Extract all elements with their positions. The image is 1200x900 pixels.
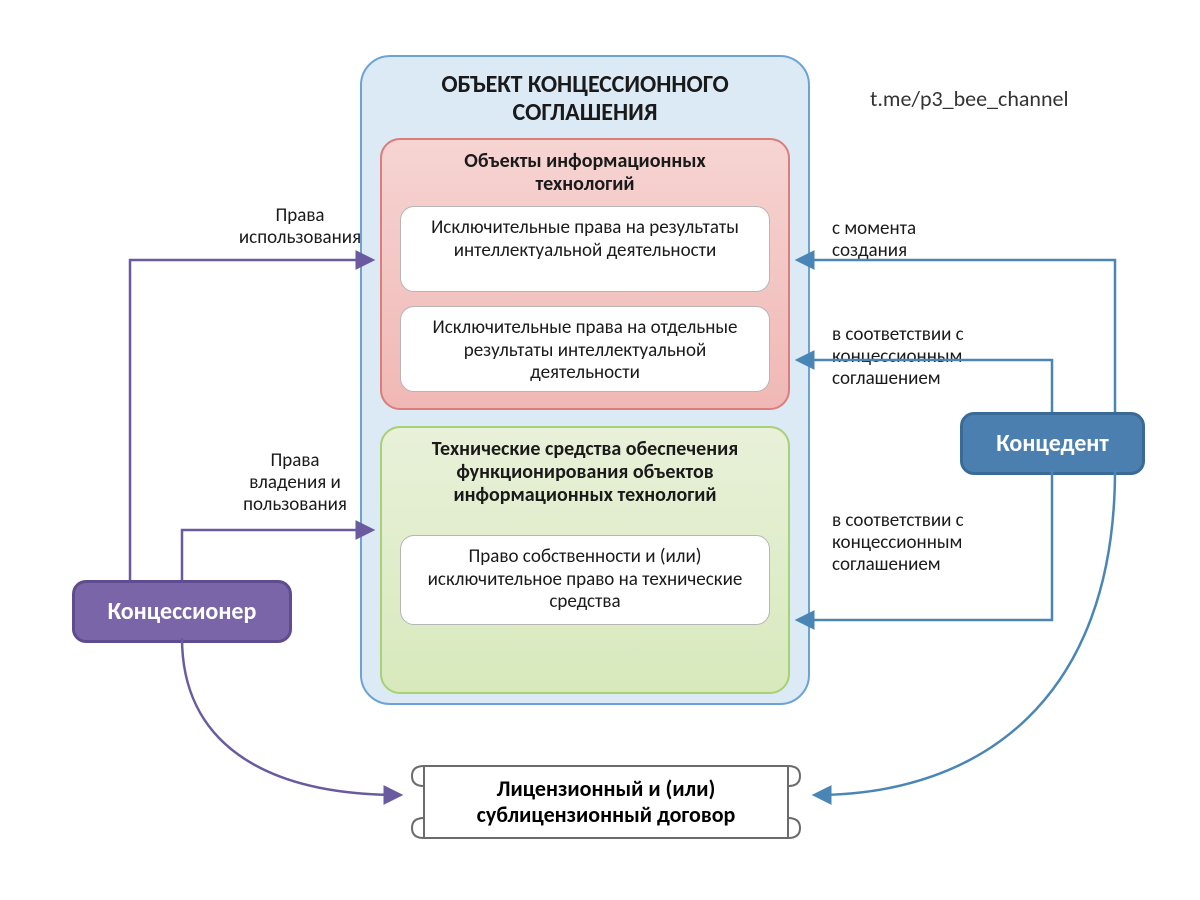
main-container: ОБЪЕКТ КОНЦЕССИОННОГО СОГЛАШЕНИЯ Объекты… <box>360 55 810 705</box>
label-poss-l3: пользования <box>243 493 347 516</box>
green-title-l3: информационных технологий <box>453 483 716 507</box>
red-title-l1: Объекты информационных <box>464 149 705 173</box>
label-poss-l2: владения и <box>249 471 341 494</box>
scroll-container: Лицензионный и (или) сублицензионный дог… <box>406 758 806 841</box>
label-per-agreement-1: в соответствии с концессионным соглашени… <box>832 324 1012 390</box>
main-title: ОБЪЕКТ КОНЦЕССИОННОГО СОГЛАШЕНИЯ <box>380 71 790 126</box>
label-possession: Права владения и пользования <box>225 450 365 516</box>
edge-purple-to-red <box>130 260 372 580</box>
green-panel-title: Технические средства обеспечения функцио… <box>400 438 770 507</box>
label-pa1-l2: концессионным <box>832 345 962 368</box>
label-pa2-l2: концессионным <box>832 531 962 554</box>
label-per-agreement-2: в соответствии с концессионным соглашени… <box>832 510 1012 576</box>
red-panel: Объекты информационных технологий Исключ… <box>380 138 790 410</box>
red-title-l2: технологий <box>535 172 634 196</box>
label-pa2-l1: в соответствии с <box>832 509 964 532</box>
label-fc-l2: создания <box>832 239 907 262</box>
green-title-l2: функционирования объектов <box>456 460 713 484</box>
red-box-1: Исключительные права на результаты интел… <box>400 206 770 292</box>
scroll-box: Лицензионный и (или) сублицензионный дог… <box>424 766 788 841</box>
label-usage-l2: использования <box>239 226 361 249</box>
label-pa2-l3: соглашением <box>832 553 941 576</box>
scroll-l1: Лицензионный и (или) <box>497 775 716 802</box>
label-fc-l1: с момента <box>832 217 916 240</box>
green-title-l1: Технические средства обеспечения <box>432 437 738 461</box>
edge-purple-to-green <box>182 530 372 580</box>
label-pa1-l3: соглашением <box>832 367 941 390</box>
actor-concedent: Концедент <box>960 412 1145 475</box>
label-usage-l1: Права <box>275 204 324 227</box>
red-panel-title: Объекты информационных технологий <box>400 150 770 196</box>
label-poss-l1: Права <box>270 449 319 472</box>
actor-concessionaire: Концессионер <box>72 580 292 643</box>
green-box-1: Право собственности и (или) исключительн… <box>400 535 770 625</box>
main-title-l2: СОГЛАШЕНИЯ <box>512 98 657 127</box>
scroll-l2: сублицензионный договор <box>477 801 736 828</box>
label-usage-rights: Права использования <box>230 205 370 249</box>
label-from-creation: с момента создания <box>832 218 992 262</box>
green-panel: Технические средства обеспечения функцио… <box>380 426 790 694</box>
main-title-l1: ОБЪЕКТ КОНЦЕССИОННОГО <box>441 70 728 99</box>
label-pa1-l1: в соответствии с <box>832 323 964 346</box>
red-box-2: Исключительные права на отдельные резуль… <box>400 306 770 392</box>
watermark-text: t.me/p3_bee_channel <box>870 85 1069 112</box>
